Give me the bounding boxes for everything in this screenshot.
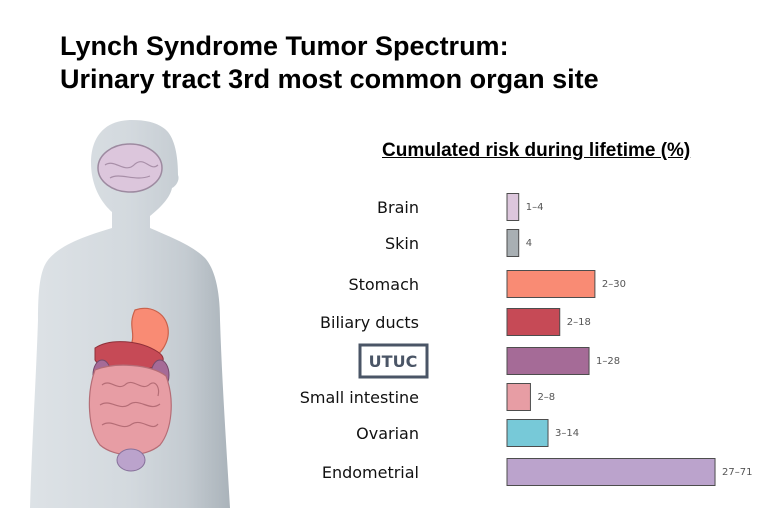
value-label-stomach: 2–30 — [602, 279, 626, 290]
bar-small-intestine — [506, 383, 531, 411]
risk-bar-chart: Brain 1–4 Skin 4 Stomach 2–30 Biliary ducts 2–1… — [300, 193, 752, 486]
bar-biliary-ducts — [506, 308, 561, 336]
intestines-organ — [88, 364, 172, 456]
category-label-endometrial: Endometrial — [322, 463, 419, 482]
value-label-skin: 4 — [526, 238, 532, 249]
chart-title: Cumulated risk during lifetime (%) — [382, 140, 691, 161]
value-label-ovarian: 3–14 — [555, 428, 579, 439]
utuc-highlight-box — [358, 343, 429, 379]
value-label-endometrial: 27–71 — [722, 467, 752, 478]
brain-folds — [104, 161, 159, 179]
bar-brain — [506, 193, 520, 221]
body-silhouette — [30, 120, 230, 508]
category-label-small-intestine: Small intestine — [300, 388, 419, 407]
bar-utuc — [506, 347, 590, 375]
bar-skin — [506, 229, 520, 257]
bar-stomach — [506, 270, 596, 298]
slide-title-line-1: Lynch Syndrome Tumor Spectrum: — [60, 31, 509, 61]
category-label-ovarian: Ovarian — [356, 424, 419, 443]
category-label-utuc: UTUC — [369, 352, 418, 371]
intestine-loops — [99, 381, 161, 428]
slide-title-line-2: Urinary tract 3rd most common organ site — [60, 64, 599, 94]
value-label-biliary-ducts: 2–18 — [567, 317, 591, 328]
value-label-utuc: 1–28 — [596, 356, 620, 367]
chart-marks: Brain 1–4 Skin 4 Stomach 2–30 Biliary ducts 2–1… — [300, 193, 752, 486]
category-label-biliary-ducts: Biliary ducts — [320, 313, 419, 332]
value-label-brain: 1–4 — [526, 202, 544, 213]
human-anatomy-illustration — [30, 120, 230, 508]
slide-title: Lynch Syndrome Tumor Spectrum: Urinary t… — [60, 30, 599, 96]
bar-ovarian — [506, 419, 549, 447]
bar-endometrial — [506, 458, 716, 486]
bladder-organ — [116, 448, 146, 472]
category-label-brain: Brain — [377, 198, 419, 217]
category-label-skin: Skin — [385, 234, 419, 253]
category-label-stomach: Stomach — [348, 275, 419, 294]
value-label-small-intestine: 2–8 — [537, 392, 555, 403]
